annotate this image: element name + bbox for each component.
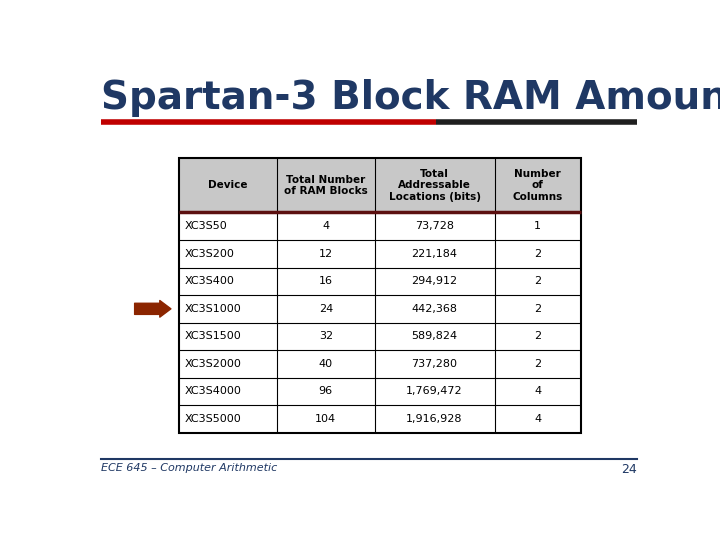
Text: Number
of
Columns: Number of Columns: [513, 169, 563, 202]
Text: XC3S50: XC3S50: [185, 221, 228, 231]
Text: ECE 645 – Computer Arithmetic: ECE 645 – Computer Arithmetic: [101, 463, 277, 473]
Text: 24: 24: [621, 463, 637, 476]
Bar: [179, 405, 581, 433]
Text: Device: Device: [208, 180, 248, 191]
Text: XC3S1000: XC3S1000: [185, 304, 242, 314]
Text: 1,769,472: 1,769,472: [406, 387, 463, 396]
FancyArrowPatch shape: [135, 300, 171, 317]
Text: XC3S400: XC3S400: [185, 276, 235, 286]
Bar: [179, 240, 581, 267]
Bar: [179, 295, 581, 322]
Bar: [179, 158, 581, 433]
Text: 221,184: 221,184: [412, 249, 458, 259]
Bar: [179, 267, 581, 295]
Text: 294,912: 294,912: [412, 276, 458, 286]
Text: Total Number
of RAM Blocks: Total Number of RAM Blocks: [284, 174, 368, 196]
Text: 1,916,928: 1,916,928: [406, 414, 463, 424]
Text: 737,280: 737,280: [412, 359, 458, 369]
Bar: [179, 350, 581, 377]
Text: XC3S1500: XC3S1500: [185, 332, 242, 341]
Text: Total
Addressable
Locations (bits): Total Addressable Locations (bits): [389, 169, 480, 202]
Bar: [179, 377, 581, 405]
Text: XC3S4000: XC3S4000: [185, 387, 242, 396]
Text: 2: 2: [534, 304, 541, 314]
Text: 2: 2: [534, 332, 541, 341]
Text: 589,824: 589,824: [412, 332, 458, 341]
Text: XC3S2000: XC3S2000: [185, 359, 242, 369]
Text: 16: 16: [319, 276, 333, 286]
Text: XC3S5000: XC3S5000: [185, 414, 242, 424]
Text: 40: 40: [319, 359, 333, 369]
Bar: [179, 158, 581, 212]
Bar: [179, 212, 581, 240]
Text: 1: 1: [534, 221, 541, 231]
Text: 96: 96: [319, 387, 333, 396]
Text: 73,728: 73,728: [415, 221, 454, 231]
Text: 104: 104: [315, 414, 336, 424]
Text: XC3S200: XC3S200: [185, 249, 235, 259]
Bar: [179, 322, 581, 350]
Text: 4: 4: [534, 414, 541, 424]
Text: 32: 32: [319, 332, 333, 341]
Text: 4: 4: [534, 387, 541, 396]
Text: 24: 24: [319, 304, 333, 314]
Text: Spartan-3 Block RAM Amounts: Spartan-3 Block RAM Amounts: [101, 79, 720, 117]
Text: 2: 2: [534, 359, 541, 369]
Text: 2: 2: [534, 249, 541, 259]
Text: 4: 4: [322, 221, 329, 231]
Text: 442,368: 442,368: [412, 304, 458, 314]
Text: 2: 2: [534, 276, 541, 286]
Text: 12: 12: [319, 249, 333, 259]
